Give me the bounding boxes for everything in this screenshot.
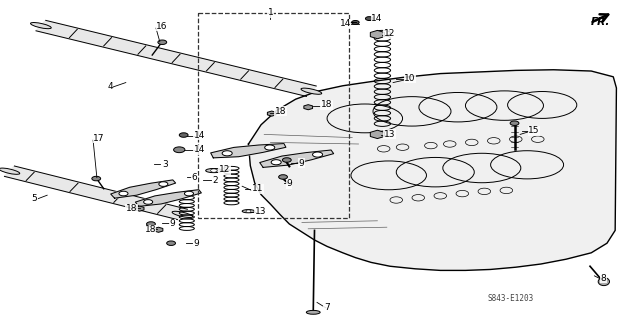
Polygon shape — [36, 20, 316, 96]
Circle shape — [510, 121, 519, 125]
Text: 9: 9 — [194, 239, 199, 248]
Polygon shape — [4, 166, 187, 220]
Text: 17: 17 — [93, 134, 104, 143]
Ellipse shape — [301, 88, 321, 94]
Ellipse shape — [598, 278, 610, 286]
Text: 14: 14 — [371, 14, 382, 23]
Text: 13: 13 — [384, 130, 395, 139]
Circle shape — [271, 160, 281, 165]
Circle shape — [365, 17, 373, 20]
Text: S843-E1203: S843-E1203 — [487, 294, 534, 303]
Text: 18: 18 — [275, 107, 286, 116]
Ellipse shape — [242, 210, 255, 213]
Bar — [198, 13, 349, 218]
Text: 18: 18 — [145, 225, 156, 234]
Text: 8: 8 — [601, 274, 606, 283]
Text: 14: 14 — [340, 20, 351, 28]
Polygon shape — [111, 180, 175, 198]
Ellipse shape — [211, 169, 217, 172]
Text: 4: 4 — [108, 82, 113, 91]
Ellipse shape — [172, 211, 192, 218]
Polygon shape — [260, 150, 333, 167]
Circle shape — [352, 20, 359, 24]
Text: 9: 9 — [286, 180, 292, 188]
Text: 15: 15 — [528, 126, 540, 135]
Text: 5: 5 — [31, 194, 38, 203]
Circle shape — [167, 241, 175, 245]
Text: 16: 16 — [156, 22, 167, 31]
Polygon shape — [135, 190, 201, 206]
Polygon shape — [211, 144, 286, 158]
Text: 2: 2 — [213, 176, 218, 185]
Text: 11: 11 — [252, 184, 263, 193]
Text: 18: 18 — [126, 204, 137, 213]
Text: 12: 12 — [219, 165, 230, 174]
Circle shape — [159, 182, 168, 186]
Text: 1: 1 — [267, 8, 274, 17]
Circle shape — [158, 40, 167, 44]
Circle shape — [119, 191, 128, 196]
Circle shape — [279, 175, 287, 179]
Text: FR.: FR. — [591, 17, 611, 27]
Ellipse shape — [206, 168, 222, 173]
Ellipse shape — [246, 210, 251, 212]
Circle shape — [179, 133, 188, 137]
Text: 18: 18 — [321, 100, 332, 109]
Circle shape — [282, 158, 291, 162]
Circle shape — [174, 147, 185, 153]
Text: 10: 10 — [404, 74, 416, 83]
Circle shape — [265, 145, 275, 150]
Ellipse shape — [306, 310, 320, 314]
Circle shape — [184, 191, 194, 196]
Text: 3: 3 — [162, 160, 168, 169]
Circle shape — [147, 222, 155, 226]
Text: 12: 12 — [384, 29, 395, 38]
Text: 6: 6 — [192, 173, 198, 182]
Text: 9: 9 — [299, 159, 304, 168]
Text: 14: 14 — [194, 131, 205, 140]
Polygon shape — [248, 70, 616, 270]
Text: 13: 13 — [255, 207, 266, 216]
Circle shape — [143, 200, 153, 204]
Text: 14: 14 — [194, 145, 205, 154]
Circle shape — [92, 176, 101, 181]
Text: 7: 7 — [324, 303, 330, 312]
Circle shape — [222, 151, 232, 156]
Ellipse shape — [31, 22, 51, 29]
Text: 9: 9 — [170, 220, 175, 228]
Ellipse shape — [0, 168, 19, 174]
Circle shape — [313, 152, 323, 157]
